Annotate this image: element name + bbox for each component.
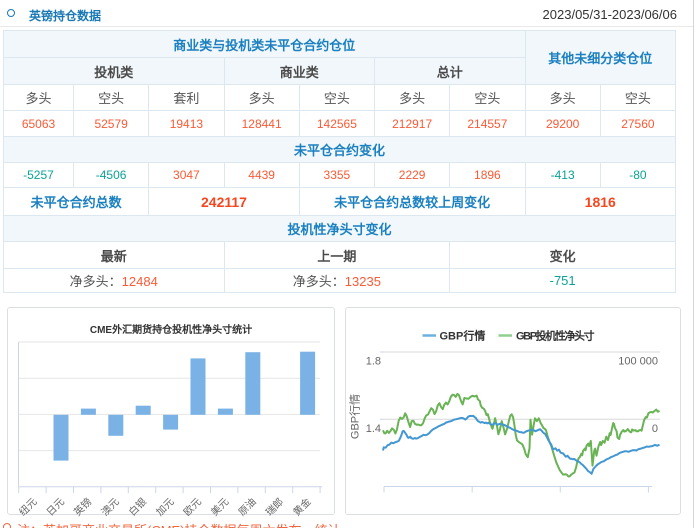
svg-text:原油: 原油	[235, 495, 258, 517]
svg-text:英镑: 英镑	[71, 495, 94, 517]
svg-text:GBP行情: GBP行情	[349, 394, 362, 439]
svg-text:日元: 日元	[45, 497, 67, 517]
svg-text:白银: 白银	[126, 495, 149, 517]
svg-text:CME外汇期货持仓投机性净头寸统计: CME外汇期货持仓投机性净头寸统计	[90, 323, 252, 336]
svg-text:GBP行情: GBP行情	[440, 329, 486, 343]
svg-text:加元: 加元	[154, 496, 177, 517]
svg-text:GBP投机性净头寸: GBP投机性净头寸	[516, 329, 595, 343]
svg-text:瑞郎: 瑞郎	[263, 495, 286, 517]
svg-text:1.4: 1.4	[366, 423, 381, 435]
svg-text:美元: 美元	[208, 495, 231, 517]
svg-text:黄金: 黄金	[290, 495, 313, 517]
svg-text:100 000: 100 000	[618, 356, 658, 368]
svg-text:0: 0	[652, 423, 658, 435]
svg-text:澳元: 澳元	[98, 495, 121, 517]
svg-text:欧元: 欧元	[181, 496, 204, 517]
svg-text:1.8: 1.8	[366, 356, 381, 368]
svg-text:纽元: 纽元	[16, 495, 39, 517]
